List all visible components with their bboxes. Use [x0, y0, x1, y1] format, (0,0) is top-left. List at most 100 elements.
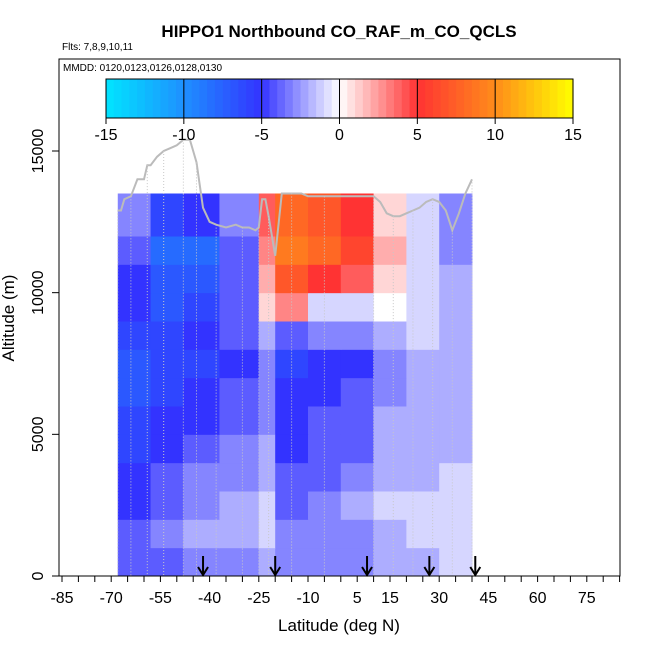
- colorbar-swatch: [370, 79, 380, 118]
- x-tick-label: -55: [149, 590, 172, 607]
- x-axis: -85 -70 -55 -40 -25 -10 5 15 30 45 60 75: [50, 576, 621, 607]
- x-tick-label: 15: [381, 590, 399, 607]
- heat-cell: [117, 349, 152, 379]
- flight-marker-arrow: [197, 566, 209, 577]
- colorbar-swatch: [269, 79, 278, 118]
- heat-cell: [183, 292, 220, 322]
- y-tick-label: 5000: [30, 416, 47, 452]
- heat-cell: [406, 491, 440, 520]
- heat-cell: [219, 377, 260, 407]
- colorbar-swatch: [113, 79, 123, 118]
- heat-cell: [439, 349, 473, 379]
- heat-cell: [117, 406, 152, 435]
- heat-cell: [117, 434, 152, 464]
- heat-cell: [117, 377, 152, 407]
- heat-cell: [406, 236, 440, 265]
- heat-cell: [183, 406, 220, 435]
- colorbar-swatch: [253, 79, 263, 118]
- altitude-profile-layer: [117, 138, 473, 576]
- heat-cell: [439, 434, 473, 464]
- y-tick-label: 15000: [30, 129, 47, 174]
- colorbar-swatch: [502, 79, 512, 118]
- colorbar-swatch: [331, 79, 341, 118]
- colorbar-swatch: [261, 79, 271, 118]
- heat-cell: [117, 292, 152, 322]
- heat-cell: [258, 491, 276, 520]
- heat-cell: [308, 406, 342, 435]
- y-tick-label: 10000: [30, 270, 47, 315]
- colorbar-tick-label: -15: [94, 127, 117, 144]
- colorbar-swatch: [144, 79, 154, 118]
- colorbar-swatch: [471, 79, 481, 118]
- heat-cell: [340, 349, 375, 379]
- heat-cell: [275, 349, 309, 379]
- colorbar-swatch: [176, 79, 185, 118]
- colorbar-swatch: [479, 79, 488, 118]
- heat-cell: [150, 547, 184, 577]
- y-tick-label: 0: [30, 571, 47, 580]
- y-axis: 0 5000 10000 15000: [30, 129, 59, 580]
- colorbar-swatch: [316, 79, 325, 118]
- colorbar-swatch: [106, 79, 115, 118]
- heat-cell: [183, 264, 220, 294]
- heat-cell: [219, 321, 260, 350]
- flight-marker-arrow: [423, 566, 436, 577]
- heat-cell: [373, 321, 407, 350]
- heat-cell: [150, 462, 184, 492]
- heat-cell: [150, 434, 184, 464]
- colorbar-swatch: [160, 79, 169, 118]
- colorbar-swatch: [448, 79, 457, 118]
- heat-cell: [219, 434, 260, 464]
- heat-cell: [258, 292, 276, 322]
- heat-cell: [258, 377, 276, 407]
- altitude-profile-line: [117, 138, 473, 256]
- colorbar-swatch: [534, 79, 543, 118]
- colorbar-swatch: [292, 79, 302, 118]
- x-tick-label: -85: [50, 590, 73, 607]
- flight-marker-arrow: [361, 566, 373, 577]
- colorbar-swatch: [347, 79, 356, 118]
- heat-cell: [406, 547, 440, 577]
- heat-cell: [258, 406, 276, 435]
- x-axis-label: Latitude (deg N): [278, 616, 400, 635]
- heat-cell: [183, 519, 220, 549]
- heat-cell: [340, 193, 375, 237]
- colorbar-swatch: [409, 79, 418, 118]
- heat-cell: [150, 491, 184, 520]
- heat-cell: [219, 264, 260, 294]
- colorbar-swatch: [222, 79, 232, 118]
- colorbar-swatch: [456, 79, 465, 118]
- heat-cell: [117, 236, 152, 265]
- colorbar-swatch: [495, 79, 504, 118]
- colorbar-swatch: [549, 79, 559, 118]
- heat-cell: [406, 377, 440, 407]
- colorbar-swatch: [199, 79, 208, 118]
- colorbar-swatch: [207, 79, 216, 118]
- heat-cell: [439, 547, 473, 577]
- heat-cell: [117, 547, 152, 577]
- heat-cell: [150, 321, 184, 350]
- heat-cell: [258, 434, 276, 464]
- colorbar-swatch: [487, 79, 496, 118]
- heat-cell: [150, 406, 184, 435]
- heat-cell: [406, 264, 440, 294]
- colorbar-swatch: [168, 79, 177, 118]
- heat-cell: [340, 321, 375, 350]
- x-tick-label: 75: [578, 590, 596, 607]
- x-tick-label: -40: [198, 590, 221, 607]
- heat-cell: [439, 193, 473, 237]
- heat-cell: [340, 462, 375, 492]
- colorbar-swatch: [277, 79, 286, 118]
- heat-cell: [183, 349, 220, 379]
- heat-cell: [439, 406, 473, 435]
- heat-cell: [150, 236, 184, 265]
- heat-cell: [340, 236, 375, 265]
- heat-cell: [183, 462, 220, 492]
- heat-cell: [183, 434, 220, 464]
- heat-cell: [308, 321, 342, 350]
- colorbar-swatch: [339, 79, 348, 118]
- colorbar-swatch: [565, 79, 574, 118]
- heat-cell: [219, 519, 260, 549]
- heat-cell: [406, 462, 440, 492]
